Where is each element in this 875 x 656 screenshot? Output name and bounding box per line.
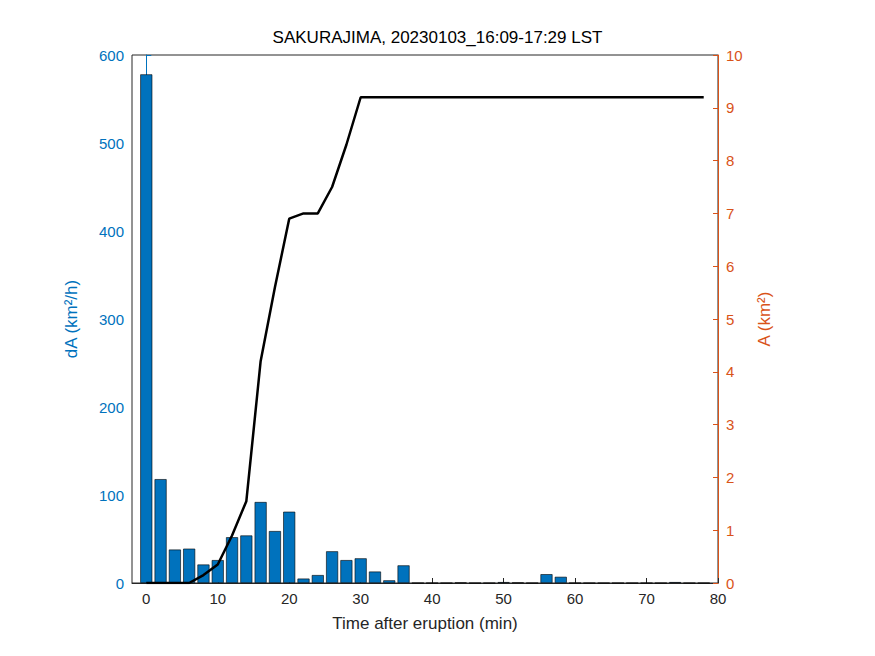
svg-text:5: 5 bbox=[726, 311, 734, 328]
svg-text:70: 70 bbox=[638, 590, 655, 607]
svg-text:2: 2 bbox=[726, 469, 734, 486]
svg-text:8: 8 bbox=[726, 152, 734, 169]
svg-text:3: 3 bbox=[726, 416, 734, 433]
svg-text:10: 10 bbox=[726, 47, 743, 64]
svg-text:500: 500 bbox=[99, 135, 124, 152]
svg-text:80: 80 bbox=[710, 590, 727, 607]
svg-text:300: 300 bbox=[99, 311, 124, 328]
svg-text:400: 400 bbox=[99, 223, 124, 240]
svg-text:100: 100 bbox=[99, 487, 124, 504]
svg-text:9: 9 bbox=[726, 99, 734, 116]
svg-text:600: 600 bbox=[99, 47, 124, 64]
svg-text:Time after eruption (min): Time after eruption (min) bbox=[332, 614, 517, 633]
svg-text:200: 200 bbox=[99, 399, 124, 416]
svg-text:dA (km²/h): dA (km²/h) bbox=[62, 280, 81, 358]
svg-text:40: 40 bbox=[424, 590, 441, 607]
svg-text:0: 0 bbox=[142, 590, 150, 607]
svg-text:10: 10 bbox=[209, 590, 226, 607]
svg-text:50: 50 bbox=[495, 590, 512, 607]
svg-text:A (km²): A (km²) bbox=[755, 292, 774, 347]
svg-text:60: 60 bbox=[567, 590, 584, 607]
svg-text:7: 7 bbox=[726, 205, 734, 222]
svg-text:30: 30 bbox=[352, 590, 369, 607]
svg-text:0: 0 bbox=[116, 575, 124, 592]
svg-text:1: 1 bbox=[726, 522, 734, 539]
svg-text:20: 20 bbox=[281, 590, 298, 607]
svg-text:0: 0 bbox=[726, 575, 734, 592]
svg-text:6: 6 bbox=[726, 258, 734, 275]
svg-text:4: 4 bbox=[726, 363, 734, 380]
svg-text:SAKURAJIMA, 20230103_16:09-17:: SAKURAJIMA, 20230103_16:09-17:29 LST bbox=[273, 28, 603, 47]
